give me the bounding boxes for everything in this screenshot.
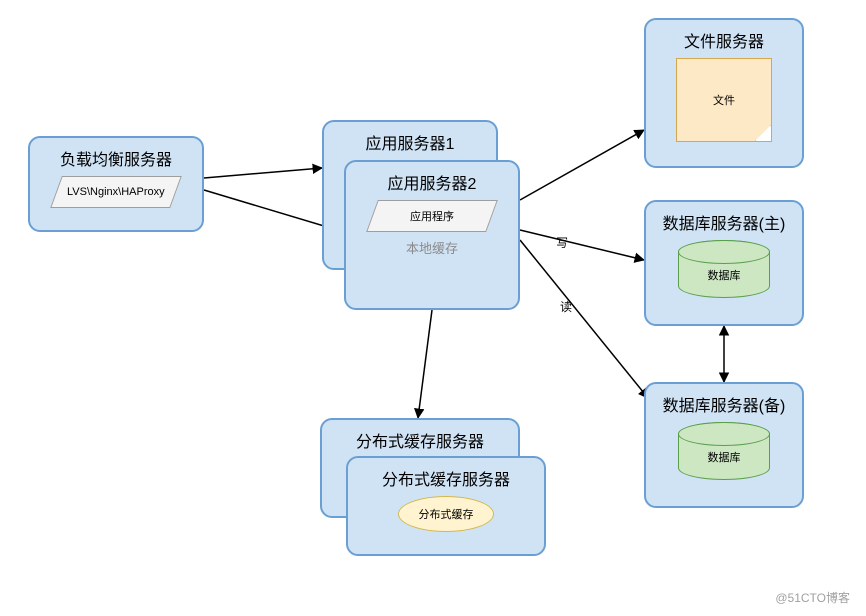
cylinder-shape: 数据库 <box>678 240 770 298</box>
note-fold <box>755 125 771 141</box>
watermark: @51CTO博客 <box>775 589 850 606</box>
note-shape: 文件 <box>676 58 772 142</box>
ellipse-shape: 分布式缓存 <box>398 496 494 532</box>
inner-label: 文件 <box>713 92 735 108</box>
node-app-server-2: 应用服务器2 应用程序 本地缓存 <box>344 160 520 310</box>
subcaption: 本地缓存 <box>406 238 458 257</box>
node-title: 负载均衡服务器 <box>60 146 172 170</box>
node-title: 分布式缓存服务器 <box>382 466 510 490</box>
cylinder-shape: 数据库 <box>678 422 770 480</box>
node-title: 数据库服务器(备) <box>663 392 786 416</box>
edge-label: 读 <box>560 298 572 315</box>
node-db-primary: 数据库服务器(主) 数据库 <box>644 200 804 326</box>
node-cache-server-2: 分布式缓存服务器 分布式缓存 <box>346 456 546 556</box>
inner-label: 数据库 <box>708 267 741 283</box>
inner-label: LVS\Nginx\HAProxy <box>67 186 165 198</box>
node-load-balancer: 负载均衡服务器 LVS\Nginx\HAProxy <box>28 136 204 232</box>
inner-label: 分布式缓存 <box>419 506 474 522</box>
node-db-replica: 数据库服务器(备) 数据库 <box>644 382 804 508</box>
node-title: 应用服务器1 <box>366 130 455 154</box>
node-title: 分布式缓存服务器 <box>356 428 484 452</box>
node-file-server: 文件服务器 文件 <box>644 18 804 168</box>
edge-label: 写 <box>556 234 568 251</box>
inner-label: 应用程序 <box>410 208 454 224</box>
node-title: 文件服务器 <box>684 28 764 52</box>
inner-parallelogram: LVS\Nginx\HAProxy <box>50 176 182 208</box>
inner-parallelogram: 应用程序 <box>366 200 498 232</box>
node-title: 数据库服务器(主) <box>663 210 786 234</box>
node-title: 应用服务器2 <box>388 170 477 194</box>
inner-label: 数据库 <box>708 449 741 465</box>
